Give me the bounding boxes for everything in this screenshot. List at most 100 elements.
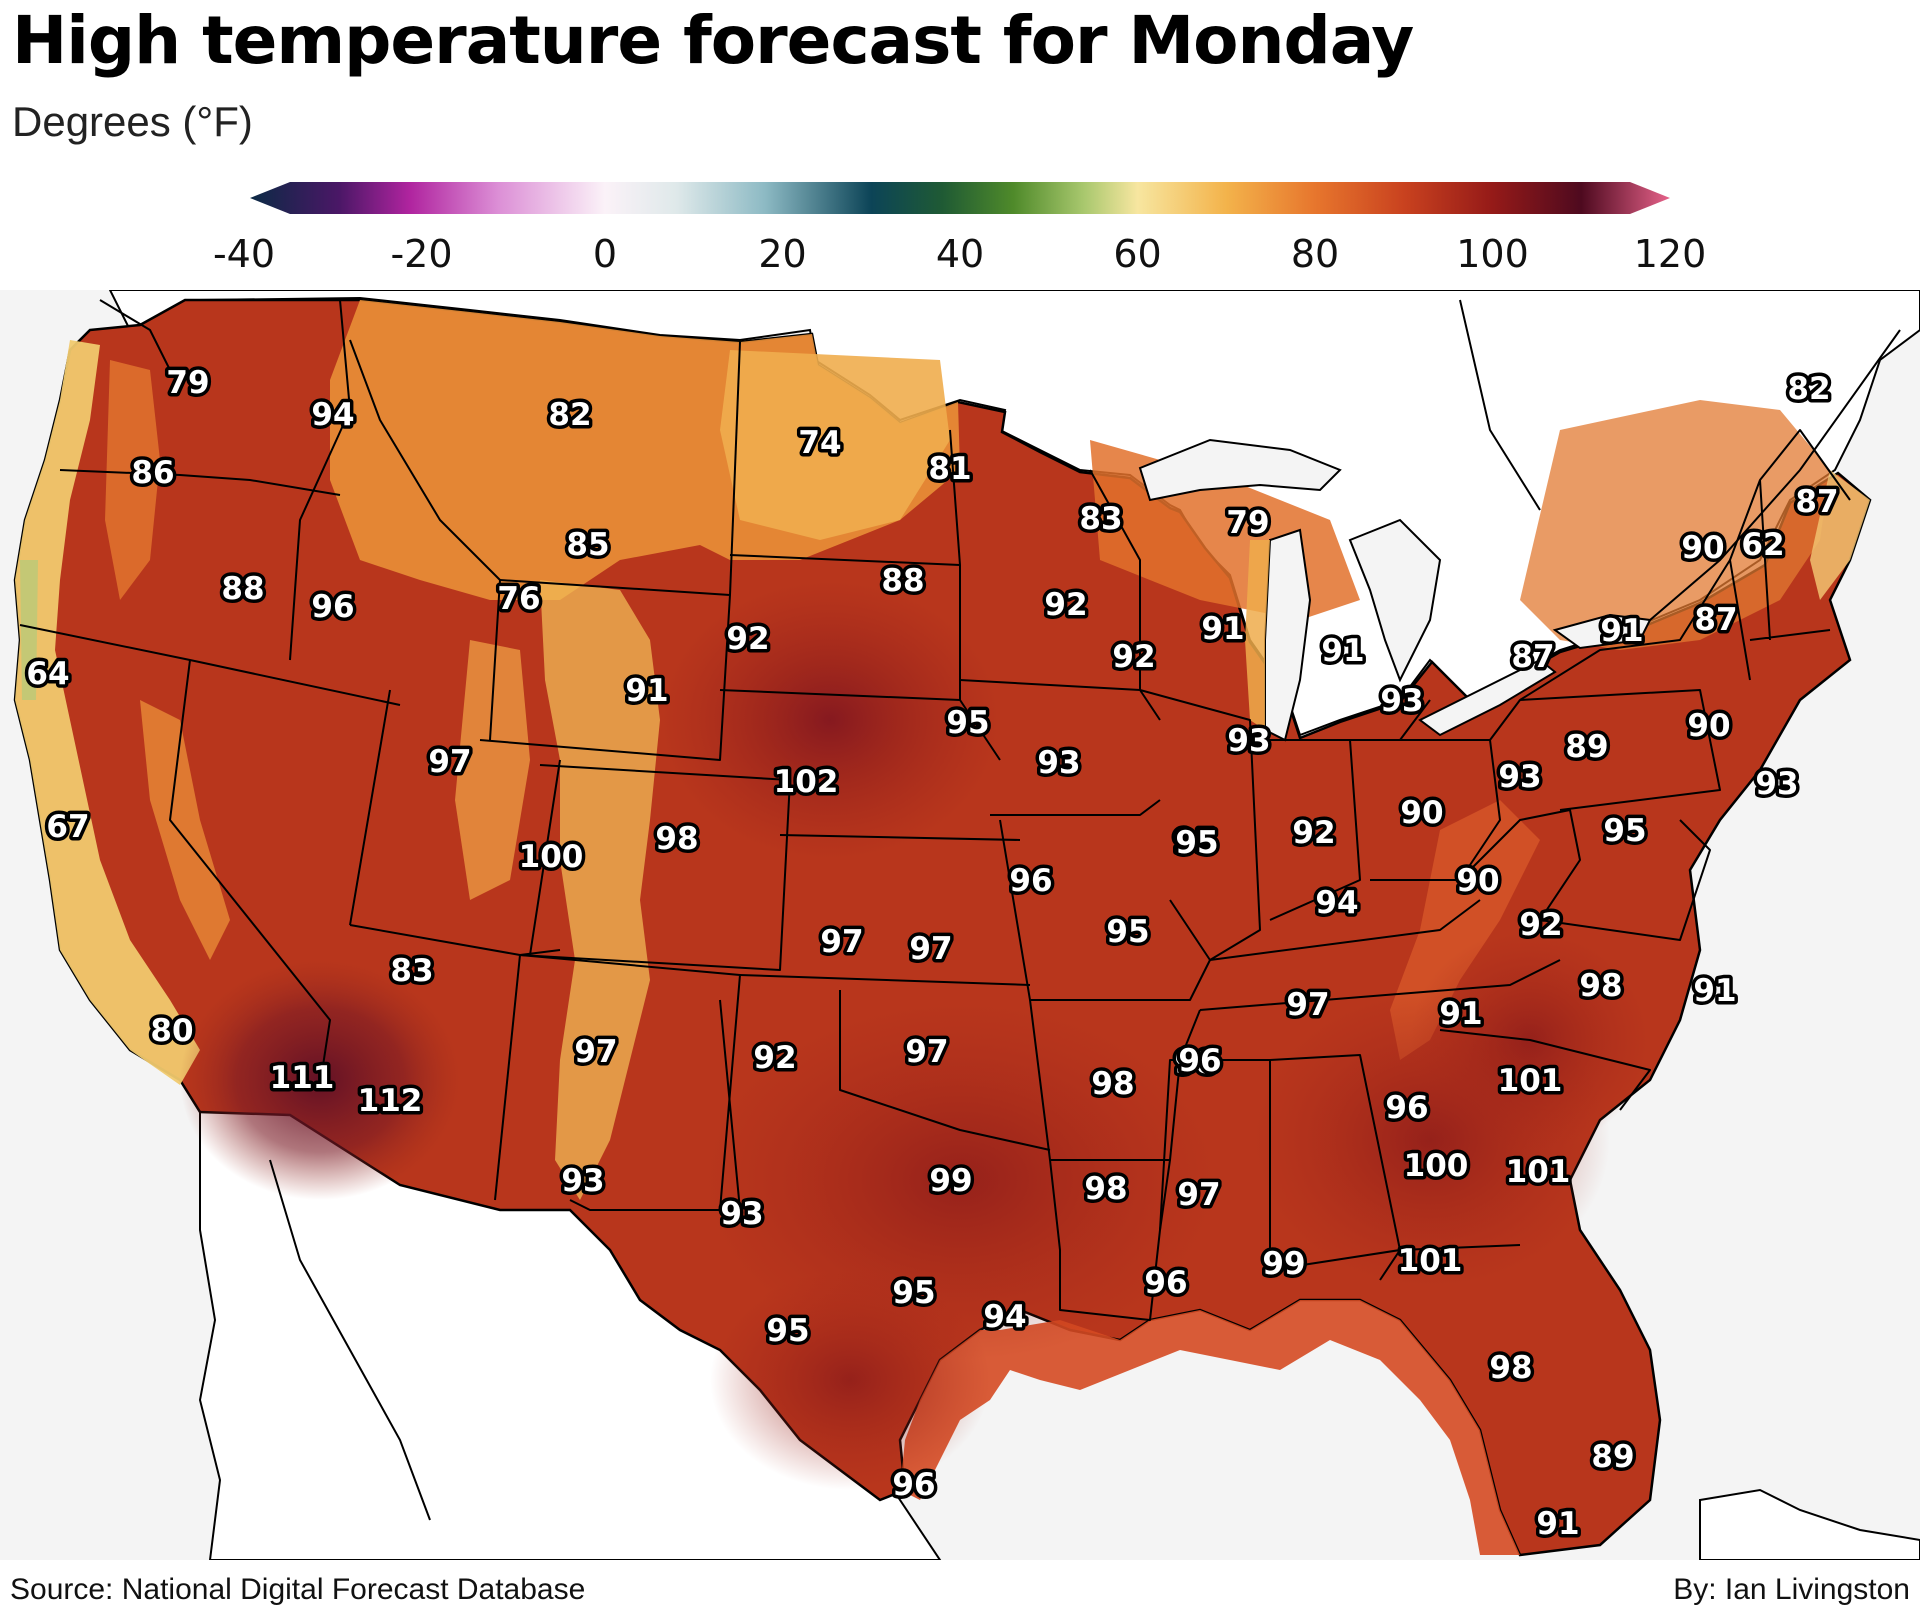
lake-huron (1348, 518, 1442, 683)
city-temperature-label: 102 (774, 764, 839, 800)
vancouver-island (99, 299, 171, 371)
oh-border (1350, 739, 1501, 881)
city-temperature-label: 94 (983, 1299, 1026, 1335)
city-temperature-label: 101 (1498, 1063, 1563, 1099)
az-nm-border (494, 954, 521, 1201)
city-temperature-label: 97 (1177, 1177, 1220, 1213)
rockies-highlands (540, 580, 660, 1200)
city-temperature-label: 89 (1591, 1439, 1634, 1475)
city-temperature-label: 86 (131, 455, 174, 491)
city-temperature-label: 96 (1144, 1265, 1187, 1301)
nd-mn-border (949, 429, 961, 700)
al-ga-border (1269, 1054, 1401, 1281)
pa-border (1489, 689, 1721, 811)
city-labels: 79 94 82 74 81 86 85 83 79 82 87 90 62 88 96 76 88 92 92 91… (23, 362, 1842, 1546)
city-temperature-label: 91 (1600, 613, 1643, 649)
id-border (289, 299, 351, 661)
city-temperature-label: 97 (1286, 987, 1329, 1023)
mo-border (999, 819, 1211, 1001)
city-temperature-label: 92 (1112, 639, 1155, 675)
ny-border (1519, 559, 1751, 701)
city-temperature-label: 82 (1787, 371, 1830, 407)
city-temperature-label: 79 (166, 365, 209, 401)
nv-ut-border (349, 689, 391, 926)
nm-border (519, 954, 741, 1211)
tn-border (1199, 959, 1561, 1011)
legend-ticks: -40 -20 0 20 40 60 80 100 120 (213, 232, 1706, 276)
city-temperature-label: 96 (1385, 1090, 1428, 1126)
hotspots (180, 580, 1650, 1490)
baja-gulf-coast (269, 1159, 431, 1521)
city-temperature-label: 95 (1106, 914, 1149, 950)
legend-tick-label: 0 (593, 232, 617, 276)
ia-mo-border (990, 799, 1161, 816)
nc-sc-border (1439, 1029, 1651, 1111)
city-temperature-label: 94 (311, 397, 354, 433)
legend-tick-label: 80 (1291, 232, 1339, 276)
legend-tick-label: 100 (1456, 232, 1529, 276)
tx-panhandle (719, 999, 741, 1211)
city-temperature-label: 96 (1009, 863, 1052, 899)
temperature-map: 79 94 82 74 81 86 85 83 79 82 87 90 62 88 96 76 88 92 92 91… (0, 290, 1920, 1560)
city-temperature-label: 99 (1262, 1246, 1305, 1282)
city-temperature-label: 93 (1227, 723, 1270, 759)
great-lakes (1138, 438, 1652, 742)
legend-tick-label: 120 (1634, 232, 1707, 276)
lake-superior (1138, 438, 1342, 502)
legend-bar (250, 182, 1670, 214)
city-temperature-label: 97 (909, 931, 952, 967)
city-temperature-label: 112 (358, 1083, 423, 1119)
city-temperature-label: 97 (574, 1034, 617, 1070)
il-border (1139, 689, 1261, 961)
pacific-coast-cool (15, 340, 200, 1085)
city-temperature-label: 93 (1498, 759, 1541, 795)
city-temperature-label: 92 (1044, 587, 1087, 623)
city-temperature-label: 83 (1079, 501, 1122, 537)
va-border (1539, 819, 1711, 941)
city-temperature-label: 67 (46, 809, 89, 845)
city-temperature-label: 96 (311, 589, 354, 625)
city-temperature-label: 62 (1741, 527, 1784, 563)
city-temperature-label: 79 (1226, 505, 1269, 541)
source-credit: Source: National Digital Forecast Databa… (10, 1573, 586, 1606)
city-temperature-label: 93 (1037, 745, 1080, 781)
central-plains-hotspot (660, 580, 1000, 860)
city-temperature-label: 95 (892, 1275, 935, 1311)
regional-shading (15, 300, 1870, 1555)
city-temperature-label: 87 (1511, 639, 1554, 675)
city-temperature-label: 95 (946, 705, 989, 741)
mi-border (1290, 699, 1431, 741)
sierra-highlands (140, 700, 230, 960)
city-temperature-label: 97 (905, 1034, 948, 1070)
cascades-highlands (105, 360, 160, 600)
city-temperature-label: 98 (1174, 1045, 1217, 1081)
city-temperature-label: 85 (566, 527, 609, 563)
pacific-coast-green (20, 560, 38, 700)
city-temperature-label: 95 (1173, 824, 1216, 860)
ok-tx-border (839, 990, 1051, 1151)
map-title: High temperature forecast for Monday (12, 2, 1414, 79)
city-temperature-label: 93 (1755, 766, 1798, 802)
legend-tick-label: -40 (213, 232, 275, 276)
city-temperature-label: 90 (1687, 708, 1730, 744)
mt-nd-border (729, 341, 741, 596)
city-temperature-label: 111 (270, 1060, 335, 1096)
city-temperature-label: 99 (929, 1163, 972, 1199)
ne-ks-border (779, 834, 1021, 841)
ms-al-border (1159, 1059, 1271, 1270)
city-temperature-label: 81 (928, 451, 971, 487)
city-temperature-label: 93 (720, 1196, 763, 1232)
city-temperature-label: 92 (726, 621, 769, 657)
city-temperature-label: 91 (625, 673, 668, 709)
city-temperature-label: 92 (1292, 815, 1335, 851)
city-temperature-label: 95 (766, 1313, 809, 1349)
michigan-lakeshore-mild (1245, 540, 1270, 730)
city-temperature-label: 96 (892, 1467, 935, 1503)
city-temperature-label: 89 (1565, 729, 1608, 765)
city-temperature-label: 91 (1201, 611, 1244, 647)
city-temperature-label: 92 (1519, 907, 1562, 943)
legend-tick-label: 60 (1113, 232, 1161, 276)
gulf-coast-band (900, 1300, 1520, 1555)
wv-border (1459, 809, 1581, 921)
coast-details (99, 299, 1901, 1521)
